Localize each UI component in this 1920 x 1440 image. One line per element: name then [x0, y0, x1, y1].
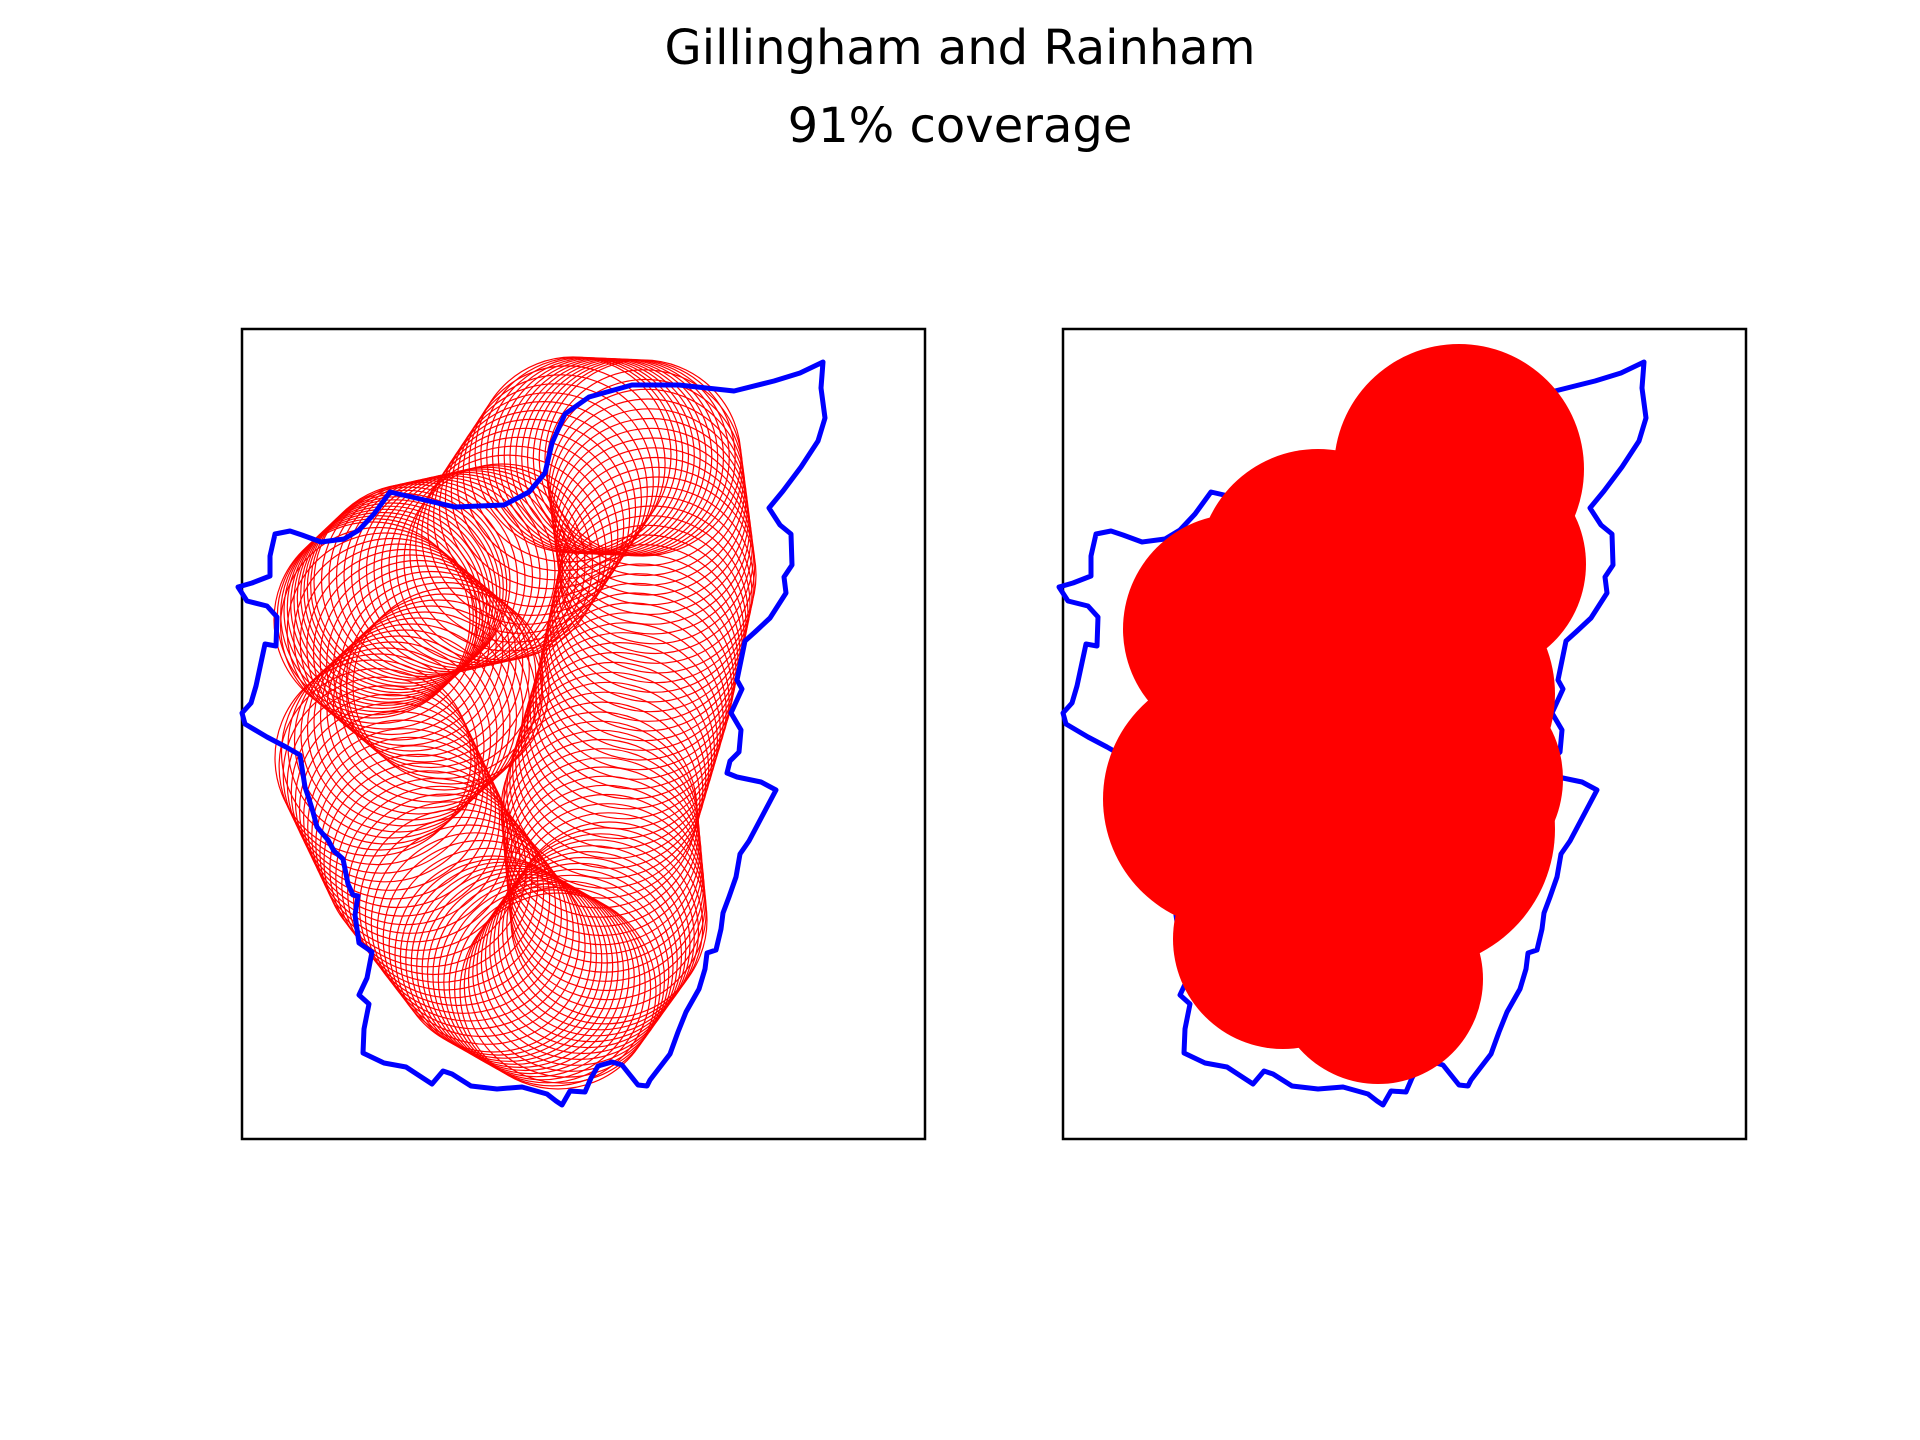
coverage-circle	[558, 466, 756, 664]
coverage-circle	[286, 508, 484, 706]
coverage-circle	[444, 401, 642, 599]
coverage-circle	[506, 827, 704, 1025]
coverage-circle	[450, 392, 648, 590]
coverage-circle	[373, 470, 571, 668]
coverage-circle	[319, 559, 517, 758]
panel-frame	[240, 327, 927, 1141]
panel-outline-circles	[235, 327, 927, 1141]
coverage-circle	[293, 502, 491, 700]
coverage-circle	[286, 532, 484, 730]
coverage-circle	[480, 862, 678, 1061]
coverage-circle	[332, 570, 530, 769]
coverage-circle	[523, 632, 721, 830]
coverage-circle	[382, 839, 580, 1038]
coverage-circle	[459, 892, 657, 1090]
coverage-circle	[515, 661, 713, 859]
coverage-circle	[307, 728, 505, 926]
coverage-circle	[299, 543, 497, 741]
coverage-circle	[300, 635, 498, 833]
coverage-circle	[421, 870, 619, 1069]
coverage-circle	[332, 605, 531, 803]
district-boundary	[235, 359, 828, 1108]
coverage-circle	[290, 693, 488, 891]
coverage-circle	[517, 651, 716, 850]
coverage-circle	[339, 576, 537, 774]
coverage-circle	[358, 808, 557, 1007]
figure-title: Gillingham and Rainham	[664, 20, 1256, 76]
coverage-filled-area	[1103, 344, 1586, 1084]
coverage-circles	[273, 356, 757, 1090]
coverage-circle	[312, 554, 511, 752]
coverage-circle	[448, 886, 646, 1084]
coverage-circle	[339, 599, 537, 797]
coverage-circle	[529, 612, 727, 810]
coverage-circle	[293, 641, 492, 839]
coverage-circle	[283, 511, 481, 710]
coverage-circle	[280, 653, 479, 851]
coverage-disc	[1173, 829, 1393, 1049]
coverage-circle	[432, 876, 630, 1075]
coverage-circle	[364, 816, 562, 1014]
coverage-circle	[476, 868, 674, 1066]
coverage-circle	[280, 515, 478, 713]
coverage-circle	[352, 587, 550, 785]
coverage-subtitle: 91% coverage	[787, 98, 1133, 154]
coverage-circle	[454, 889, 652, 1087]
coverage-circle	[293, 537, 491, 736]
coverage-circle	[313, 483, 511, 681]
coverage-circle	[532, 602, 730, 800]
coverage-circle	[493, 845, 691, 1043]
coverage-circle	[484, 856, 683, 1055]
coverage-circle	[306, 548, 504, 747]
coverage-circle	[345, 581, 543, 780]
coverage-circle	[326, 565, 524, 763]
coverage-circle	[438, 409, 637, 608]
coverage-circle	[274, 659, 472, 857]
coverage-circle	[306, 489, 504, 687]
coverage-circle	[472, 874, 670, 1072]
panel-filled-coverage	[1056, 327, 1748, 1141]
coverage-circle	[313, 623, 511, 821]
panel-frame	[1061, 327, 1748, 1141]
coverage-circle	[329, 770, 527, 968]
coverage-circle	[280, 526, 478, 725]
coverage-circle	[463, 886, 661, 1084]
coverage-circle	[353, 801, 551, 999]
coverage-circle	[294, 702, 492, 900]
coverage-circle	[347, 793, 545, 991]
coverage-circle	[278, 668, 476, 866]
coverage-disc	[1343, 669, 1563, 889]
coverage-circle	[370, 824, 568, 1022]
coverage-circle	[415, 445, 613, 643]
coverage-circle	[541, 563, 739, 761]
coverage-circle	[394, 855, 592, 1053]
coverage-circle	[526, 622, 724, 820]
coverage-circle	[421, 436, 619, 634]
coverage-circle	[319, 617, 518, 815]
coverage-circle	[358, 473, 556, 671]
coverage-circle	[303, 719, 501, 917]
coverage-circle	[376, 832, 574, 1030]
coverage-circle	[437, 880, 635, 1078]
coverage-circle	[300, 496, 498, 694]
coverage-circle	[306, 629, 505, 827]
